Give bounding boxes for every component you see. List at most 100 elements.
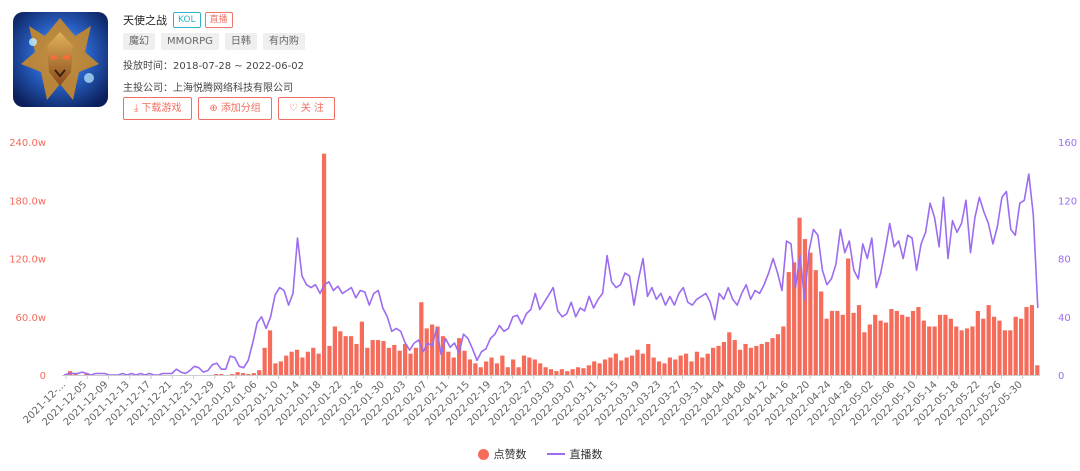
action-buttons: ⤓ 下载游戏 ⊕ 添加分组 ♡ 关 注 [123,97,341,120]
add-group-button[interactable]: ⊕ 添加分组 [198,97,272,120]
likes-bar [511,359,516,375]
likes-bar [1029,305,1035,375]
likes-bar [397,350,402,375]
likes-bar [500,355,505,375]
likes-bar [273,363,278,375]
likes-bar [883,322,889,375]
likes-bar [667,357,672,375]
likes-live-chart: 0 60.0w 120.0w 180.0w 240.0w 0 40 80 120 160 202… [9,138,1077,428]
launch-period-label: 投放时间： [123,61,173,72]
likes-bar [716,345,721,375]
likes-bar [424,328,429,375]
likes-bar [354,343,359,375]
kol-badge: KOL [173,12,201,28]
likes-bar [867,324,872,375]
likes-bar [602,359,608,375]
live-count-line [63,173,1039,376]
left-axis-tick-label: 240.0w [9,138,46,149]
likes-bar [797,217,802,375]
follow-button[interactable]: ♡ 关 注 [277,97,335,120]
likes-bar [1013,316,1018,375]
likes-bar [478,367,483,375]
game-icon [13,12,108,107]
likes-bar [927,326,932,375]
likes-bar [451,357,456,375]
likes-bar [910,310,916,375]
likes-bar [975,310,980,375]
likes-bar [413,347,419,375]
likes-bar [543,367,548,375]
likes-bar [981,318,986,375]
left-axis-tick-label: 120.0w [9,255,46,266]
likes-bar [624,357,629,375]
likes-bar [370,340,375,375]
likes-bar [586,365,591,375]
left-axis-tick-label: 0 [40,371,46,382]
likes-bar [327,345,332,375]
download-game-button[interactable]: ⤓ 下载游戏 [123,97,193,120]
legend-item-likes[interactable]: 点赞数 [477,446,527,462]
likes-bar [489,357,494,375]
company-line: 主投公司：上海悦腾网络科技有限公司 [123,79,293,94]
likes-bar [991,316,997,375]
genre-tag: 魔幻 [123,33,155,50]
likes-bar [748,347,754,375]
likes-bar [835,310,840,375]
legend-likes-label: 点赞数 [493,448,527,461]
likes-bar [673,359,678,375]
likes-bar [316,353,321,375]
likes-bar [646,343,651,375]
likes-bar [446,351,451,375]
likes-bar [375,340,381,375]
likes-bar [1008,330,1013,375]
likes-bar [284,355,289,375]
likes-bar [948,318,953,375]
right-axis-tick-label: 40 [1058,313,1071,324]
company-value: 上海悦腾网络科技有限公司 [173,83,293,94]
likes-bar [905,316,910,375]
likes-bar [651,357,656,375]
likes-bar [521,355,527,375]
likes-bar [435,326,440,375]
likes-bar [359,321,364,375]
likes-bar [894,310,899,375]
likes-bar [581,368,586,375]
likes-bar [473,363,478,375]
likes-bar [565,371,570,375]
likes-bar [494,363,500,375]
likes-bar [921,320,926,375]
likes-bar [694,351,699,375]
likes-bar [538,363,543,375]
likes-bar [700,357,705,375]
likes-bar [829,310,835,375]
likes-bar [559,369,564,375]
likes-bar [781,326,786,375]
likes-bar [970,326,975,375]
likes-bar [710,347,716,375]
likes-bar [765,341,770,375]
likes-bar [305,351,310,375]
likes-bar [786,272,791,375]
likes-bar [613,353,618,375]
likes-bar [732,340,737,375]
game-title: 天使之战 [123,14,167,27]
legend-item-live[interactable]: 直播数 [546,446,603,462]
live-badge: 直播 [204,12,233,28]
launch-period: 投放时间：2018-07-28 ~ 2022-06-02 [123,57,304,72]
likes-bar [808,252,813,375]
likes-bar [770,338,775,375]
likes-bar [381,341,386,375]
left-axis-tick-label: 180.0w [9,196,46,207]
likes-bar [457,338,462,375]
likes-bar [386,347,392,375]
likes-bar [440,336,446,375]
likes-bar [294,349,300,375]
likes-bar [738,349,743,375]
heart-icon: ♡ [288,103,298,114]
likes-bar [889,308,894,375]
genre-tag: MMORPG [161,33,219,50]
likes-bar [343,336,348,375]
download-game-label: 下载游戏 [141,103,182,114]
likes-bar [348,336,354,375]
likes-bar [900,314,905,375]
